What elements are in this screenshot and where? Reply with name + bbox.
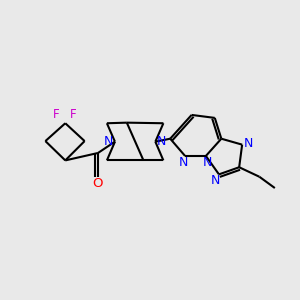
Text: N: N [211,174,220,187]
Text: F: F [53,108,60,122]
Text: F: F [70,108,77,122]
Text: N: N [157,135,167,148]
Text: N: N [104,135,113,148]
Text: N: N [203,156,212,169]
Text: N: N [244,137,254,150]
Text: N: N [179,156,188,169]
Text: O: O [93,177,103,190]
